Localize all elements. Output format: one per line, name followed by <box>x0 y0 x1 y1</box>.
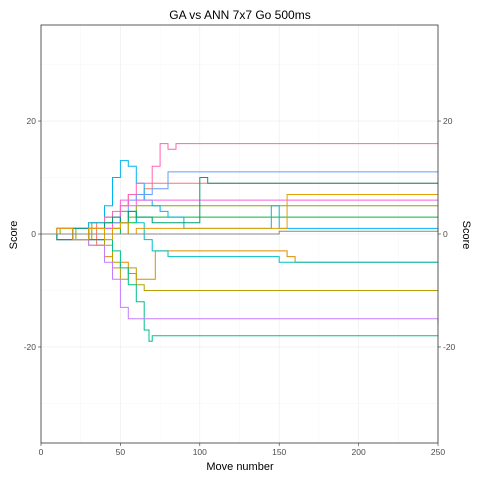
x-tick-label: 200 <box>352 447 366 457</box>
chart-title: GA vs ANN 7x7 Go 500ms <box>169 8 310 22</box>
series-layer <box>41 143 439 342</box>
y-axis-label: Score <box>8 221 20 250</box>
y-axis-label-right: Score <box>460 221 472 250</box>
x-tick-label: 100 <box>193 447 207 457</box>
y-right-tick-label: 20 <box>443 116 453 126</box>
x-tick-label: 50 <box>116 447 126 457</box>
y-right-tick-label: 0 <box>443 229 448 239</box>
y-axis-left: -20 0 20 <box>24 116 41 352</box>
x-tick-label: 0 <box>39 447 44 457</box>
y-tick-label: -20 <box>24 342 37 352</box>
y-tick-label: 20 <box>27 116 37 126</box>
x-axis: 0 50 100 150 200 250 <box>39 443 445 457</box>
x-tick-label: 250 <box>431 447 445 457</box>
x-tick-label: 150 <box>272 447 286 457</box>
y-tick-label: 0 <box>31 229 36 239</box>
y-axis-right: -20 0 20 <box>438 116 456 352</box>
series-line-14 <box>41 194 438 241</box>
x-axis-label: Move number <box>206 461 274 473</box>
y-right-tick-label: -20 <box>443 342 456 352</box>
series-line-15 <box>41 228 439 235</box>
